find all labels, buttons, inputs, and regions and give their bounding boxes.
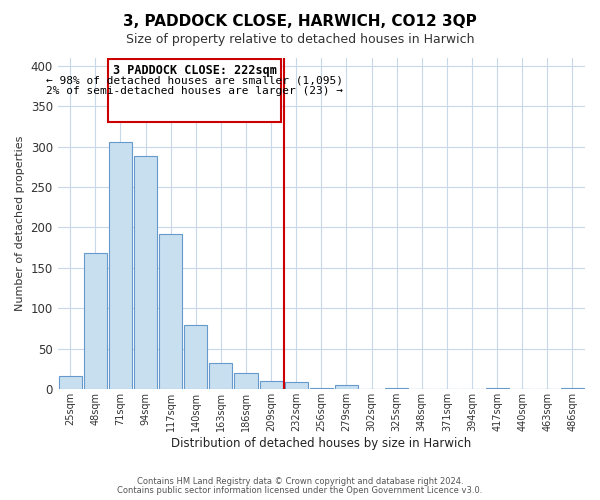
Text: Contains public sector information licensed under the Open Government Licence v3: Contains public sector information licen…: [118, 486, 482, 495]
Bar: [235, 373, 257, 390]
Bar: [134, 156, 157, 390]
Text: Contains HM Land Registry data © Crown copyright and database right 2024.: Contains HM Land Registry data © Crown c…: [137, 477, 463, 486]
Bar: [159, 234, 182, 390]
X-axis label: Distribution of detached houses by size in Harwich: Distribution of detached houses by size …: [171, 437, 472, 450]
Bar: [310, 388, 333, 390]
Text: ← 98% of detached houses are smaller (1,095): ← 98% of detached houses are smaller (1,…: [46, 76, 343, 86]
Text: 2% of semi-detached houses are larger (23) →: 2% of semi-detached houses are larger (2…: [46, 86, 343, 96]
Bar: [561, 388, 584, 390]
FancyBboxPatch shape: [108, 59, 281, 122]
Bar: [260, 381, 283, 390]
Bar: [385, 388, 408, 390]
Bar: [84, 252, 107, 390]
Bar: [59, 376, 82, 390]
Bar: [284, 382, 308, 390]
Text: 3, PADDOCK CLOSE, HARWICH, CO12 3QP: 3, PADDOCK CLOSE, HARWICH, CO12 3QP: [123, 14, 477, 29]
Bar: [109, 142, 132, 390]
Text: Size of property relative to detached houses in Harwich: Size of property relative to detached ho…: [126, 34, 474, 46]
Bar: [485, 388, 509, 390]
Bar: [335, 385, 358, 390]
Y-axis label: Number of detached properties: Number of detached properties: [15, 136, 25, 311]
Bar: [209, 364, 232, 390]
Bar: [184, 326, 208, 390]
Text: 3 PADDOCK CLOSE: 222sqm: 3 PADDOCK CLOSE: 222sqm: [113, 64, 277, 77]
